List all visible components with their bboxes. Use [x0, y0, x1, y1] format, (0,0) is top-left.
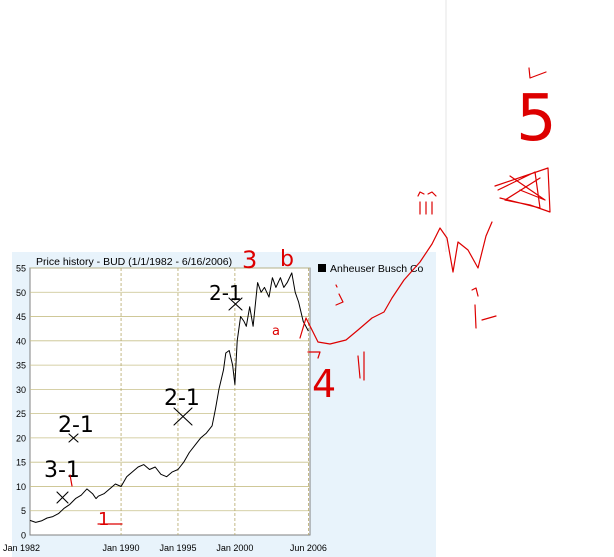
- annotation-2-1-b: 2-1: [164, 386, 200, 411]
- y-tick-label: 15: [16, 458, 26, 468]
- y-axis-ticks: 0 5 10 15 20 25 30 35 40 45 50 55: [16, 264, 26, 541]
- mark-x-4: [228, 297, 243, 311]
- annotation-2-1-a: 2-1: [58, 413, 94, 438]
- legend-swatch: [318, 264, 326, 272]
- mark-x-1: [56, 491, 69, 504]
- red-annotation-a: a: [272, 324, 280, 339]
- red-mark-dots: [417, 191, 437, 215]
- red-mark-j: [335, 284, 344, 306]
- blank-upper-area: [12, 0, 446, 252]
- red-stroke-top: [528, 67, 547, 79]
- y-tick-label: 30: [16, 385, 26, 395]
- mark-x-3: [173, 407, 193, 426]
- y-tick-label: 10: [16, 482, 26, 492]
- annotation-3-1: 3-1: [44, 458, 80, 483]
- red-mark-1r: [471, 287, 497, 329]
- red-annotation-b: b: [280, 247, 294, 272]
- red-annotation-3: 3: [242, 246, 257, 274]
- red-annotations: 1 3 b a 4 5: [69, 67, 557, 530]
- red-annotation-5: 5: [516, 82, 557, 156]
- red-trend-scribble: [299, 221, 493, 345]
- y-tick-label: 5: [21, 506, 26, 516]
- chart-title: Price history - BUD (1/1/1982 - 6/16/200…: [36, 256, 232, 268]
- red-mark-11: [357, 351, 365, 381]
- y-tick-label: 35: [16, 361, 26, 371]
- y-tick-label: 45: [16, 312, 26, 322]
- black-annotations: 3-1 2-1 2-1 2-1: [44, 281, 243, 504]
- red-mark-squiggle: [307, 351, 321, 359]
- gridlines: [30, 267, 310, 535]
- y-tick-label: 0: [21, 531, 26, 541]
- legend-label: Anheuser Busch Co: [330, 263, 424, 275]
- red-scribble-box: [494, 167, 551, 213]
- red-annotation-4: 4: [312, 362, 336, 406]
- x-tick-label: Jan 1990: [103, 543, 140, 553]
- mark-x-2: [68, 433, 79, 443]
- x-tick-label: Jun 2006: [290, 543, 327, 553]
- y-tick-label: 50: [16, 288, 26, 298]
- y-tick-label: 20: [16, 433, 26, 443]
- red-tick-1: [69, 474, 73, 487]
- plot-area: [29, 267, 311, 536]
- x-tick-label: Jan 1982: [3, 543, 40, 553]
- y-tick-label: 55: [16, 264, 26, 274]
- x-tick-label: Jan 2000: [216, 543, 253, 553]
- legend: Anheuser Busch Co: [318, 263, 424, 275]
- red-annotation-1: 1: [98, 509, 109, 530]
- x-axis-ticks: Jan 1982 Jan 1990 Jan 1995 Jan 2000 Jun 2006: [3, 543, 327, 553]
- y-tick-label: 25: [16, 409, 26, 419]
- x-tick-label: Jan 1995: [159, 543, 196, 553]
- annotation-2-1-c: 2-1: [209, 281, 242, 305]
- series-line-bud: [29, 272, 309, 523]
- y-tick-label: 40: [16, 336, 26, 346]
